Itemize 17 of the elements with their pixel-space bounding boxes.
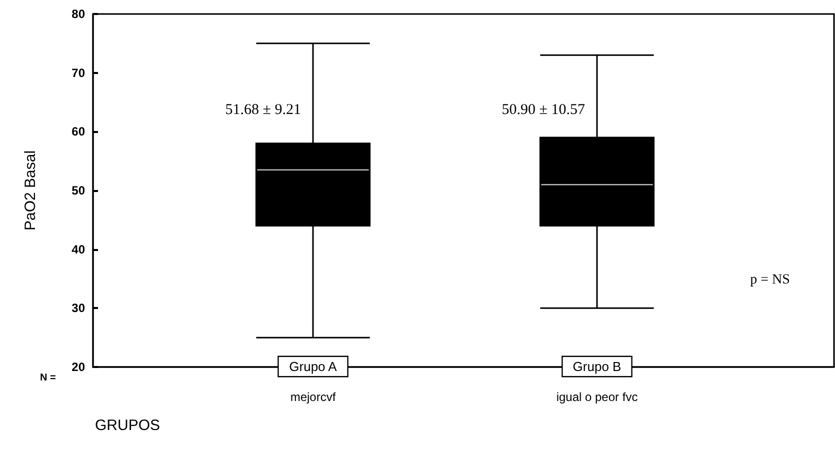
y-axis-title: PaO2 Basal [22, 150, 39, 231]
y-tick-label: 60 [72, 124, 86, 139]
annotation: p = NS [750, 272, 790, 288]
text: mejorcvf [290, 390, 336, 404]
y-tick-label: 20 [72, 360, 86, 374]
y-tick-label: 50 [72, 184, 86, 198]
y-tick-label: 80 [72, 7, 86, 21]
text: igual o peor fvc [556, 390, 638, 404]
text: N = [40, 372, 56, 384]
x-axis-title: GRUPOS [95, 417, 160, 434]
y-tick-label: 40 [72, 242, 86, 256]
x-tick-label: Grupo B [572, 359, 622, 374]
y-tick-label: 30 [72, 301, 86, 316]
annotation: 50.90 ± 10.57 [502, 102, 586, 118]
annotation: 51.68 ± 9.21 [225, 102, 301, 118]
y-tick-label: 70 [72, 66, 86, 80]
x-tick-label: Grupo A [289, 359, 338, 374]
